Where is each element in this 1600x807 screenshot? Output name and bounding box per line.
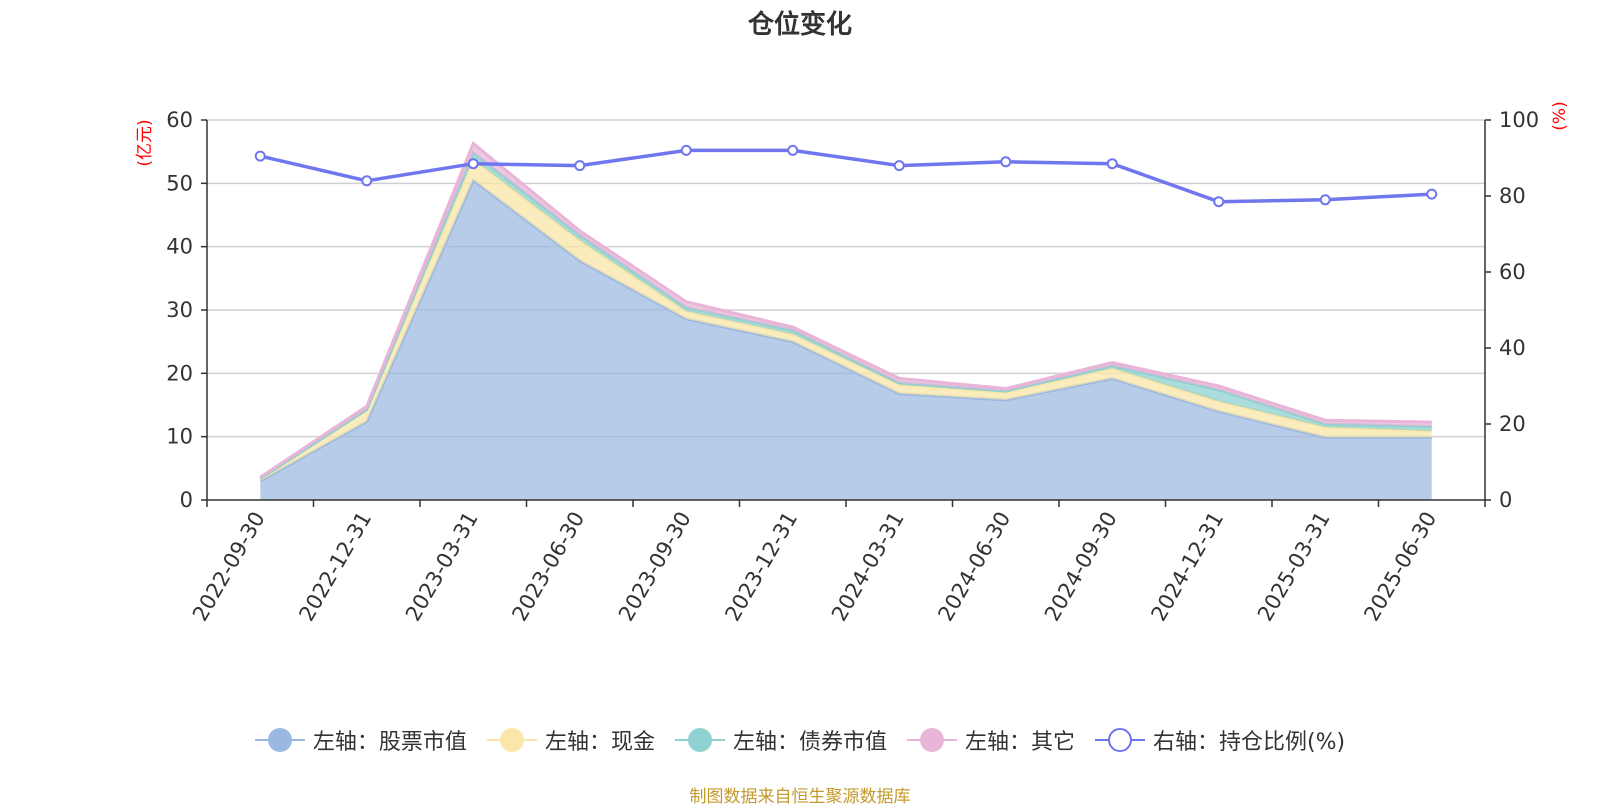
ratio-point xyxy=(574,160,586,172)
right-tick-label: 20 xyxy=(1499,412,1526,436)
ratio-point xyxy=(361,175,373,187)
legend-item[interactable]: 左轴：股票市值 xyxy=(254,724,467,756)
ratio-line-layer xyxy=(254,144,1438,208)
legend-label: 左轴：其它 xyxy=(964,730,1075,755)
left-tick-label: 20 xyxy=(166,361,193,385)
legend-item[interactable]: 左轴：现金 xyxy=(486,724,655,756)
legend-item[interactable]: 左轴：其它 xyxy=(906,724,1075,756)
legend-item[interactable]: 右轴：持仓比例(%) xyxy=(1094,724,1346,756)
cash-area xyxy=(260,159,1432,481)
ratio-line xyxy=(259,148,1432,204)
left-axis-unit: (亿元) xyxy=(135,119,155,166)
x-tick-label: 2024-12-31 xyxy=(1146,508,1228,626)
data-source-note: 制图数据来自恒生聚源数据库 xyxy=(689,787,911,807)
left-tick-label: 0 xyxy=(180,488,193,512)
right-axis-unit: (%) xyxy=(1550,101,1570,130)
left-tick-label: 10 xyxy=(166,425,193,449)
legend-swatch xyxy=(1094,726,1145,754)
legend-label: 左轴：现金 xyxy=(544,730,655,755)
ratio-point xyxy=(787,144,799,156)
right-tick-label: 100 xyxy=(1499,108,1539,132)
ratio-point xyxy=(680,144,692,156)
stock-area xyxy=(260,180,1432,500)
ratio-point xyxy=(1213,196,1225,208)
right-tick-label: 40 xyxy=(1499,336,1526,360)
x-tick-label: 2023-12-31 xyxy=(720,508,802,626)
x-tick-label: 2023-09-30 xyxy=(614,508,696,626)
x-tick-label: 2022-09-30 xyxy=(188,508,270,626)
legend-swatch xyxy=(254,726,305,754)
legend-swatch xyxy=(674,726,725,754)
x-tick-label: 2024-03-31 xyxy=(827,508,909,626)
left-tick-label: 50 xyxy=(166,171,193,195)
x-tick-label: 2025-03-31 xyxy=(1253,508,1335,626)
legend-item[interactable]: 左轴：债券市值 xyxy=(674,724,887,756)
other-area-edge xyxy=(259,140,1432,479)
right-tick-label: 0 xyxy=(1499,488,1512,512)
x-tick-label: 2023-03-31 xyxy=(401,508,483,626)
legend-label: 左轴：股票市值 xyxy=(312,730,467,755)
ratio-point xyxy=(1106,158,1118,170)
ratio-point xyxy=(467,158,479,170)
x-tick-label: 2022-12-31 xyxy=(294,508,376,626)
x-tick-label: 2024-06-30 xyxy=(933,508,1015,626)
legend-label: 左轴：债券市值 xyxy=(732,730,887,755)
ratio-point xyxy=(254,150,266,162)
left-tick-label: 30 xyxy=(166,298,193,322)
legend-swatch xyxy=(486,726,537,754)
chart-title: 仓位变化 xyxy=(747,10,852,40)
right-tick-label: 80 xyxy=(1499,184,1526,208)
ratio-point xyxy=(1000,156,1012,168)
ratio-point xyxy=(893,160,905,172)
legend-label: 右轴：持仓比例(%) xyxy=(1152,730,1346,755)
left-tick-label: 40 xyxy=(166,235,193,259)
right-tick-label: 60 xyxy=(1499,260,1526,284)
ratio-point xyxy=(1426,188,1438,200)
ratio-point xyxy=(1319,194,1331,206)
stacked-areas xyxy=(259,140,1432,500)
x-tick-label: 2023-06-30 xyxy=(507,508,589,626)
legend-swatch xyxy=(906,726,957,754)
left-tick-label: 60 xyxy=(166,108,193,132)
legend: 左轴：股票市值 左轴：现金 左轴：债券市值 左轴：其它 右轴：持仓比例(%) xyxy=(0,722,1600,758)
x-tick-label: 2025-06-30 xyxy=(1359,508,1441,626)
x-tick-label: 2024-09-30 xyxy=(1040,508,1122,626)
